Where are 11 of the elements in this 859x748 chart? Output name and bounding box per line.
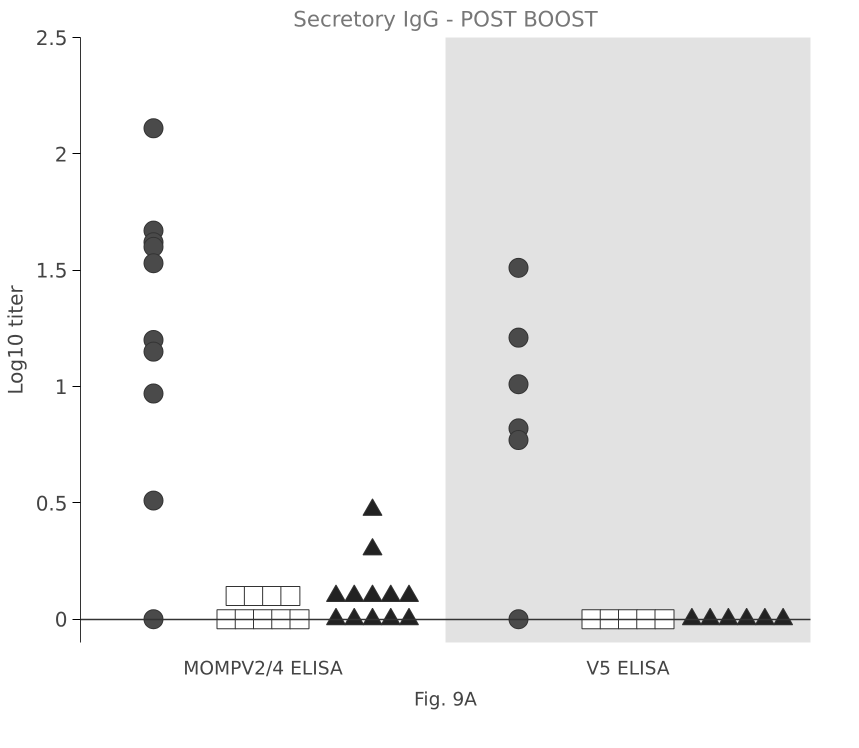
x-tick-label: V5 ELISA	[586, 658, 670, 680]
y-axis-title: Log10 titer	[4, 284, 28, 395]
y-tick-label: 2.5	[36, 26, 68, 50]
caption: Fig. 9A	[414, 690, 478, 710]
y-tick-label: 2	[54, 142, 68, 166]
chart-title: Secretory IgG - POST BOOST	[293, 8, 599, 32]
y-tick-label: 0	[54, 608, 68, 632]
x-tick-label: MOMPV2/4 ELISA	[183, 658, 343, 680]
y-tick-label: 0.5	[36, 491, 68, 516]
y-tick-label: 1.5	[36, 258, 68, 283]
y-tick-label: 1	[54, 375, 68, 400]
